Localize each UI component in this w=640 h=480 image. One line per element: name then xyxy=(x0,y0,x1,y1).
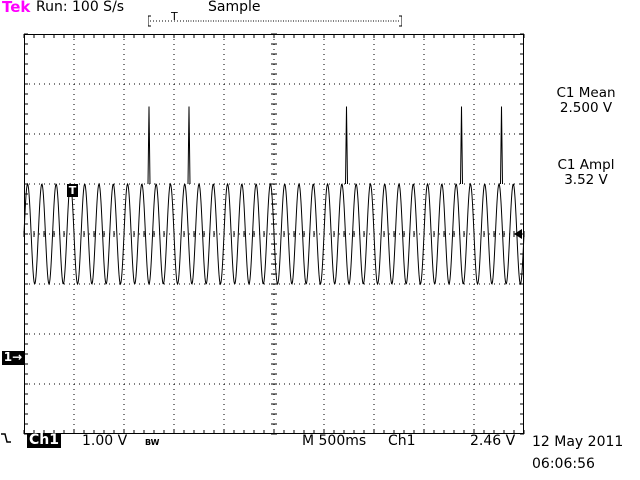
measurement-ampl: C1 Ampl 3.52 V xyxy=(536,158,636,188)
trigger-position-marker: T xyxy=(171,10,178,23)
measurement-ampl-value: 3.52 V xyxy=(564,172,608,188)
date: 12 May 2011 xyxy=(532,434,624,450)
channel-label: Ch1 xyxy=(27,432,61,448)
measurement-mean: C1 Mean 2.500 V xyxy=(536,86,636,116)
trigger-level: 2.46 V xyxy=(470,433,516,449)
trigger-level-arrow-icon xyxy=(514,229,522,239)
glitch-spike xyxy=(500,106,503,185)
measurement-mean-name: C1 Mean xyxy=(556,85,616,101)
measurement-ampl-name: C1 Ampl xyxy=(557,157,615,173)
ch1-ground-marker: 1→ xyxy=(2,350,24,365)
sine-trace xyxy=(23,182,525,286)
run-status: Run: 100 S/s xyxy=(36,0,125,15)
glitch-spike xyxy=(187,106,191,185)
volts-per-div: 1.00 V xyxy=(82,433,128,449)
ch1-waveform xyxy=(23,106,525,286)
scope-display xyxy=(23,33,525,435)
status-bar: Tek Run: 100 S/s Sample T xyxy=(0,0,640,30)
glitch-spike xyxy=(147,106,151,185)
measurement-mean-value: 2.500 V xyxy=(559,100,613,116)
glitch-spike xyxy=(345,106,348,185)
trigger-marker: T xyxy=(67,184,78,197)
timebase: M 500ms xyxy=(302,433,367,449)
settings-bar: Ch1 1.00 V BW M 500ms Ch1 2.46 V 12 May … xyxy=(0,432,640,480)
trigger-source: Ch1 xyxy=(388,433,416,449)
acquisition-mode: Sample xyxy=(208,0,261,15)
falling-edge-icon xyxy=(1,433,11,443)
time: 06:06:56 xyxy=(532,456,595,472)
record-length-bar xyxy=(148,15,402,27)
brand-logo: Tek xyxy=(2,0,31,16)
glitch-spike xyxy=(460,106,463,185)
bandwidth-limit-icon: BW xyxy=(145,438,160,447)
